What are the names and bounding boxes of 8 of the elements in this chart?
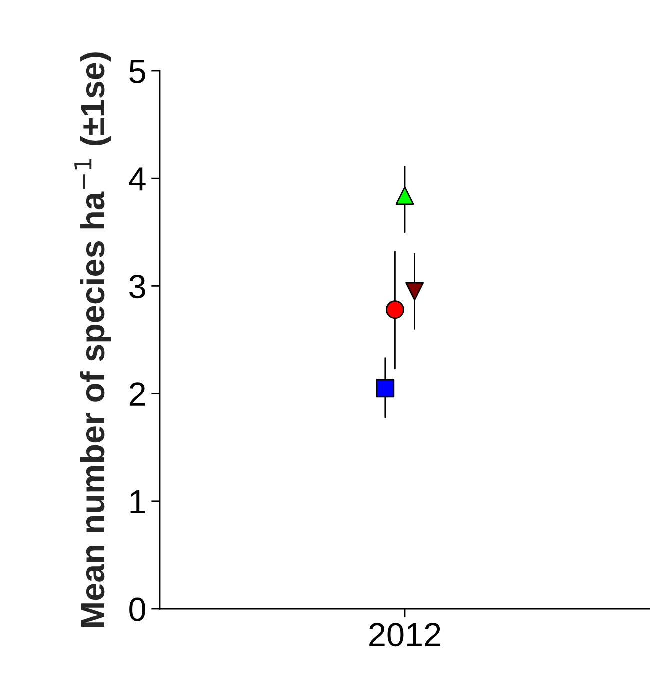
y-tick-label: 1 [130,490,146,514]
y-tick-label: 5 [130,60,146,84]
y-tick-label: 4 [129,168,146,191]
y-tick-label: 2 [130,382,146,406]
y-tick-label: 3 [130,275,146,299]
y-tick-label: 0 [130,598,146,622]
x-tick-label: 2012 [370,623,440,647]
y-axis-title: Mean number of species ha$^{−1}$ (±1se) [74,52,112,627]
